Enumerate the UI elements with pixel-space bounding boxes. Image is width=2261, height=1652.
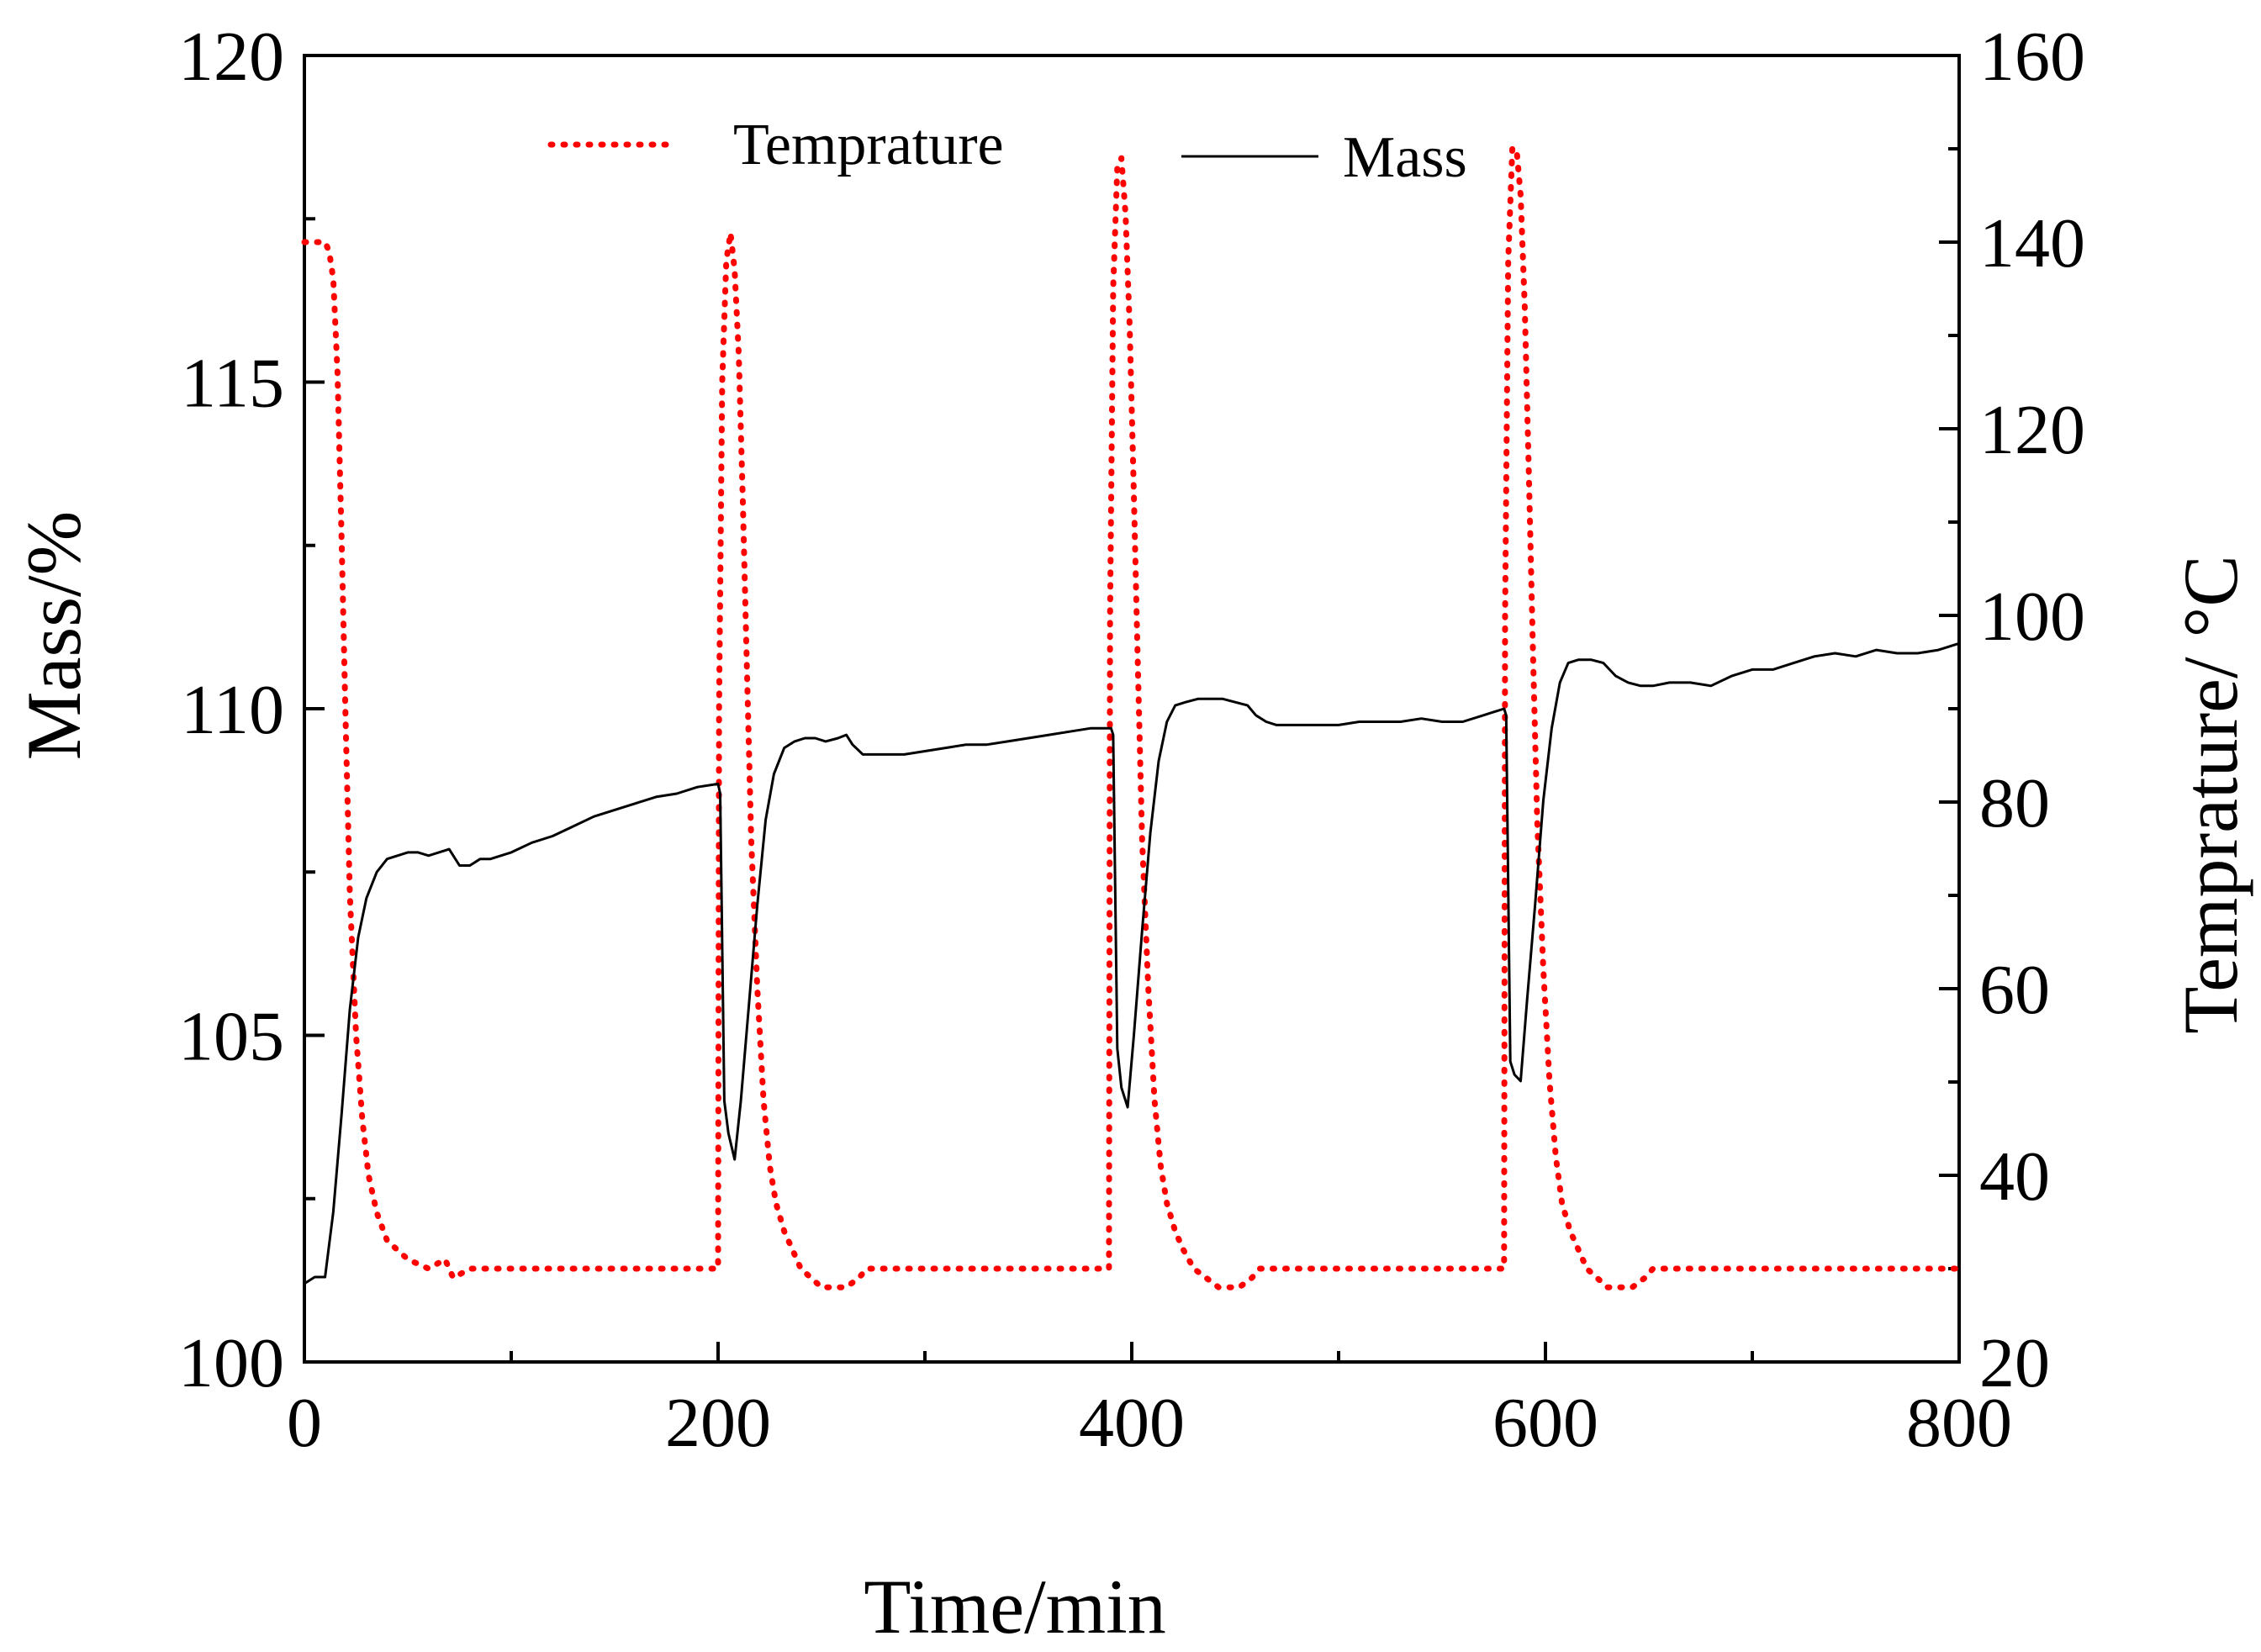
y-tick-label: 110 bbox=[181, 671, 284, 749]
x-tick-label: 800 bbox=[1906, 1384, 2012, 1462]
y-right-tick-label: 160 bbox=[1979, 18, 2085, 96]
y-tick-label: 100 bbox=[178, 1324, 284, 1402]
legend-temp-label: Temprature bbox=[733, 113, 1004, 177]
y-right-tick-label: 60 bbox=[1979, 951, 2050, 1029]
y-axis-title: Mass/% bbox=[11, 511, 97, 760]
series-mass-line bbox=[304, 641, 1960, 1285]
x-tick-label: 600 bbox=[1492, 1384, 1598, 1462]
legend-mass-label: Mass bbox=[1343, 125, 1467, 190]
series-layer bbox=[301, 145, 1963, 1290]
y-tick-label: 105 bbox=[178, 998, 284, 1076]
y-right-axis-title: Temprature/ °C bbox=[2168, 555, 2253, 1033]
x-axis-title: Time/min bbox=[864, 1564, 1166, 1649]
y-right-tick-label: 140 bbox=[1979, 204, 2085, 282]
x-tick-label: 200 bbox=[665, 1384, 771, 1462]
y-right-tick-label: 100 bbox=[1979, 578, 2085, 656]
series-temprature-line bbox=[301, 145, 1963, 1290]
y-tick-label: 120 bbox=[178, 18, 284, 96]
axes: 0 200 400 600 800 100 105 110 115 120 20 40 60 80 100 1… bbox=[178, 18, 2085, 1462]
y-right-tick-label: 120 bbox=[1979, 391, 2085, 469]
y-right-tick-label: 20 bbox=[1979, 1324, 2050, 1402]
x-tick-label: 0 bbox=[287, 1384, 322, 1462]
x-tick-label: 400 bbox=[1079, 1384, 1185, 1462]
plot-frame bbox=[303, 54, 1961, 1364]
legend: Temprature Mass bbox=[547, 113, 1467, 190]
y-right-tick-label: 40 bbox=[1979, 1137, 2050, 1216]
y-tick-label: 115 bbox=[181, 345, 284, 423]
y-right-tick-label: 80 bbox=[1979, 764, 2050, 842]
